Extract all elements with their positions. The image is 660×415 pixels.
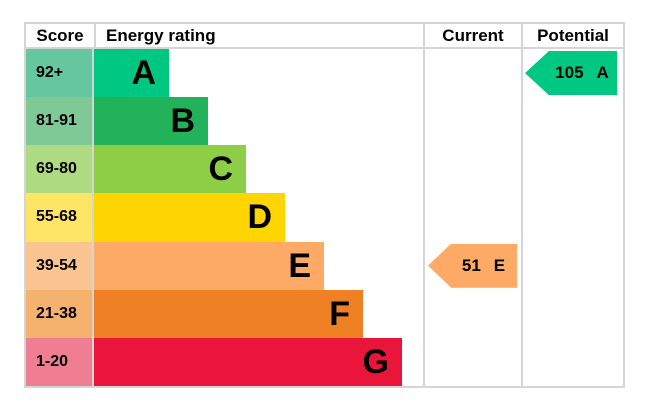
current-rating-value: 51 xyxy=(461,255,481,275)
epc-table: Score Energy rating Current Potential 92… xyxy=(24,22,625,388)
potential-cell xyxy=(523,242,623,290)
current-cell xyxy=(425,193,523,242)
potential-cell xyxy=(523,97,623,145)
rating-bar-cell: D xyxy=(94,193,425,242)
potential-cell xyxy=(523,338,623,386)
potential-header: Potential xyxy=(537,25,609,45)
potential-cell xyxy=(523,290,623,338)
current-cell xyxy=(425,97,523,146)
current-cell xyxy=(425,289,523,338)
rating-bar: F xyxy=(94,289,363,338)
rating-letter: G xyxy=(362,342,389,381)
current-cell xyxy=(425,145,523,194)
score-range-cell: 81-91 xyxy=(26,97,94,146)
potential-rating-value: 105 xyxy=(555,63,584,83)
rating-bar: B xyxy=(94,97,208,146)
band-rows: 92+ A 81-91 B 69-80 C 55-68 xyxy=(26,49,623,386)
current-header: Current xyxy=(425,24,523,47)
potential-rating-letter: A xyxy=(596,63,609,83)
score-range-cell: 39-54 xyxy=(26,241,94,290)
rating-bar-cell: E xyxy=(94,241,425,290)
current-cell xyxy=(425,337,523,386)
rating-bar: A xyxy=(94,49,169,98)
band-row: 55-68 D xyxy=(26,193,623,242)
band-row: 69-80 C xyxy=(26,145,623,194)
current-cell xyxy=(425,241,523,290)
rating-bar: D xyxy=(94,193,285,242)
score-range-cell: 1-20 xyxy=(26,337,94,386)
rating-letter: B xyxy=(170,102,195,141)
band-row: 39-54 E xyxy=(26,241,623,290)
band-row: 21-38 F xyxy=(26,289,623,338)
rating-bar: C xyxy=(94,145,246,194)
band-row: 92+ A xyxy=(26,49,623,98)
rating-letter: E xyxy=(288,246,311,285)
table-header-row: Score Energy rating Current Potential xyxy=(26,24,623,49)
rating-bar: E xyxy=(94,241,324,290)
rating-letter: F xyxy=(329,294,350,333)
rating-bar-cell: C xyxy=(94,145,425,194)
potential-cell xyxy=(523,145,623,193)
energy-rating-header: Energy rating xyxy=(96,24,425,47)
rating-bar-cell: G xyxy=(94,337,425,386)
score-header: Score xyxy=(26,24,96,47)
rating-letter: A xyxy=(131,54,156,93)
score-range-cell: 55-68 xyxy=(26,193,94,242)
rating-bar-cell: A xyxy=(94,49,425,98)
potential-cell xyxy=(523,193,623,241)
rating-letter: C xyxy=(208,150,233,189)
current-cell xyxy=(425,49,523,98)
band-row: 1-20 G xyxy=(26,337,623,386)
rating-letter: D xyxy=(247,198,272,237)
rating-bar-cell: B xyxy=(94,97,425,146)
score-range-cell: 21-38 xyxy=(26,289,94,338)
score-range-cell: 69-80 xyxy=(26,145,94,194)
score-range-cell: 92+ xyxy=(26,49,94,98)
rating-bar-cell: F xyxy=(94,289,425,338)
current-rating-letter: E xyxy=(493,255,506,275)
rating-bar: G xyxy=(94,337,402,386)
band-row: 81-91 B xyxy=(26,97,623,146)
